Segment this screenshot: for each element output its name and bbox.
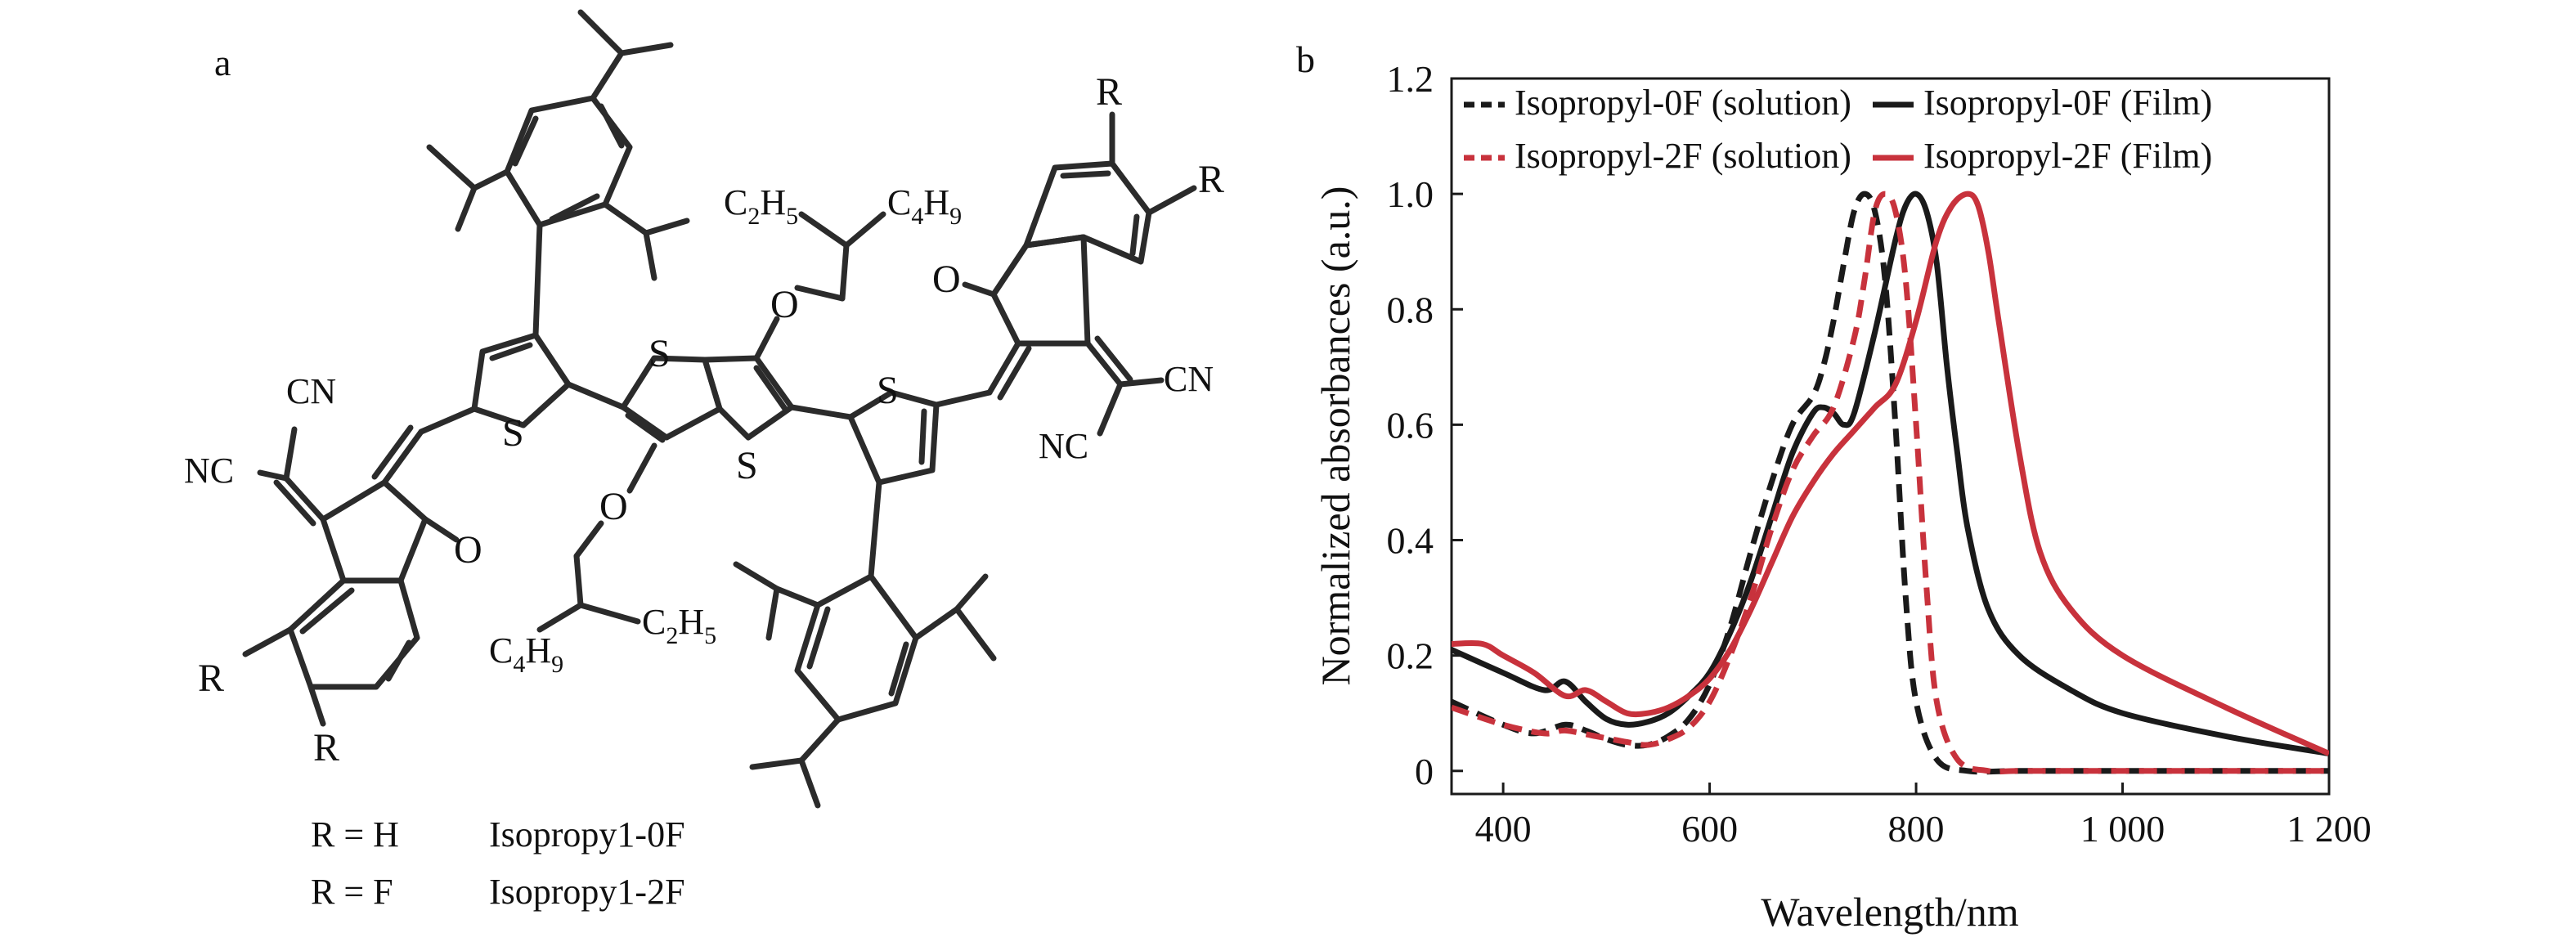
series-line-isopropyl-2f-film	[1452, 191, 2329, 756]
chart-legend: Isopropyl-0F (solution) Isopropyl-0F (Fil…	[1464, 83, 2212, 176]
molecule-legend-name-1: Isopropy1-0F	[489, 814, 685, 855]
y-tick-label: 1.2	[1387, 58, 1434, 100]
y-tick-label: 0.4	[1387, 520, 1434, 562]
y-axis-ticks: 0 0.2 0.4 0.6 0.8 1.0 1.2	[1387, 58, 1463, 792]
molecule-legend-name-2: Isopropy1-2F	[489, 872, 685, 912]
y-tick-label: 0.8	[1387, 289, 1434, 330]
x-tick-label: 1 200	[2287, 808, 2372, 850]
y-tick-label: 1.0	[1387, 173, 1434, 215]
y-axis-label: Normalized absorbances (a.u.)	[1313, 186, 1358, 686]
y-tick-label: 0	[1415, 751, 1434, 792]
atom-o-ether-top: O	[770, 283, 799, 326]
atom-r-right-1: R	[1096, 70, 1122, 114]
series-line-isopropyl-0f-film	[1452, 191, 2329, 757]
alkyl-chain-labels: C2H5 C4H9 C4H9 C2H5	[489, 182, 962, 678]
legend-entry: Isopropyl-0F (Film)	[1923, 83, 2212, 123]
chain-top-right: C4H9	[887, 182, 962, 230]
atom-s-thiophene-left: S	[502, 411, 524, 455]
atom-s-core-bottom: S	[736, 444, 758, 487]
panel-label-a: a	[214, 42, 231, 83]
molecule-bonds	[242, 9, 1197, 809]
atom-nc-left: NC	[184, 451, 234, 491]
atom-o-keto-right: O	[932, 258, 961, 301]
atom-cn-right: CN	[1164, 359, 1214, 399]
legend-entry: Isopropyl-2F (Film)	[1923, 136, 2212, 176]
series-layer	[1452, 191, 2329, 775]
y-tick-label: 0.2	[1387, 635, 1434, 677]
x-axis-label: Wavelength/nm	[1761, 889, 2018, 935]
spectrum-panel: b 400 600 800 1 000 1 200 0 0.2 0.4 0.6 0.8 1.0 1.…	[1296, 38, 2372, 935]
atom-r-left-1: R	[198, 657, 224, 700]
atom-s-core-top: S	[648, 332, 671, 375]
x-tick-label: 800	[1888, 808, 1945, 850]
atom-o-ether-bottom: O	[599, 485, 628, 528]
y-tick-label: 0.6	[1387, 404, 1434, 446]
legend-entry: Isopropyl-0F (solution)	[1515, 83, 1851, 123]
x-axis-ticks: 400 600 800 1 000 1 200	[1475, 783, 2372, 850]
chain-bottom-right: C2H5	[642, 602, 716, 649]
panel-label-b: b	[1296, 38, 1315, 80]
atom-s-thiophene-right: S	[877, 369, 899, 412]
atom-cn-left: CN	[286, 371, 336, 411]
series-line-isopropyl-2f-solution	[1452, 191, 2329, 775]
series-line-isopropyl-0f-solution	[1452, 191, 2329, 775]
atom-o-keto-left: O	[454, 528, 482, 572]
molecule-legend: R = H Isopropy1-0F R = F Isopropy1-2F	[311, 814, 685, 912]
x-tick-label: 600	[1681, 808, 1738, 850]
molecule-legend-r-2: R = F	[311, 872, 393, 912]
atom-r-left-2: R	[313, 726, 339, 769]
plot-frame	[1450, 77, 2331, 796]
atom-nc-right: NC	[1039, 426, 1088, 466]
x-tick-label: 400	[1475, 808, 1532, 850]
x-tick-label: 1 000	[2080, 808, 2165, 850]
molecule-atom-labels: S S S S O O O O CN NC CN NC R R R R	[184, 70, 1224, 769]
molecule-panel: a	[184, 9, 1224, 912]
chain-bottom-left: C4H9	[489, 630, 563, 678]
chain-top-left: C2H5	[724, 182, 798, 230]
molecule-legend-r-1: R = H	[311, 814, 399, 855]
legend-entry: Isopropyl-2F (solution)	[1515, 136, 1851, 176]
atom-r-right-2: R	[1198, 158, 1224, 201]
